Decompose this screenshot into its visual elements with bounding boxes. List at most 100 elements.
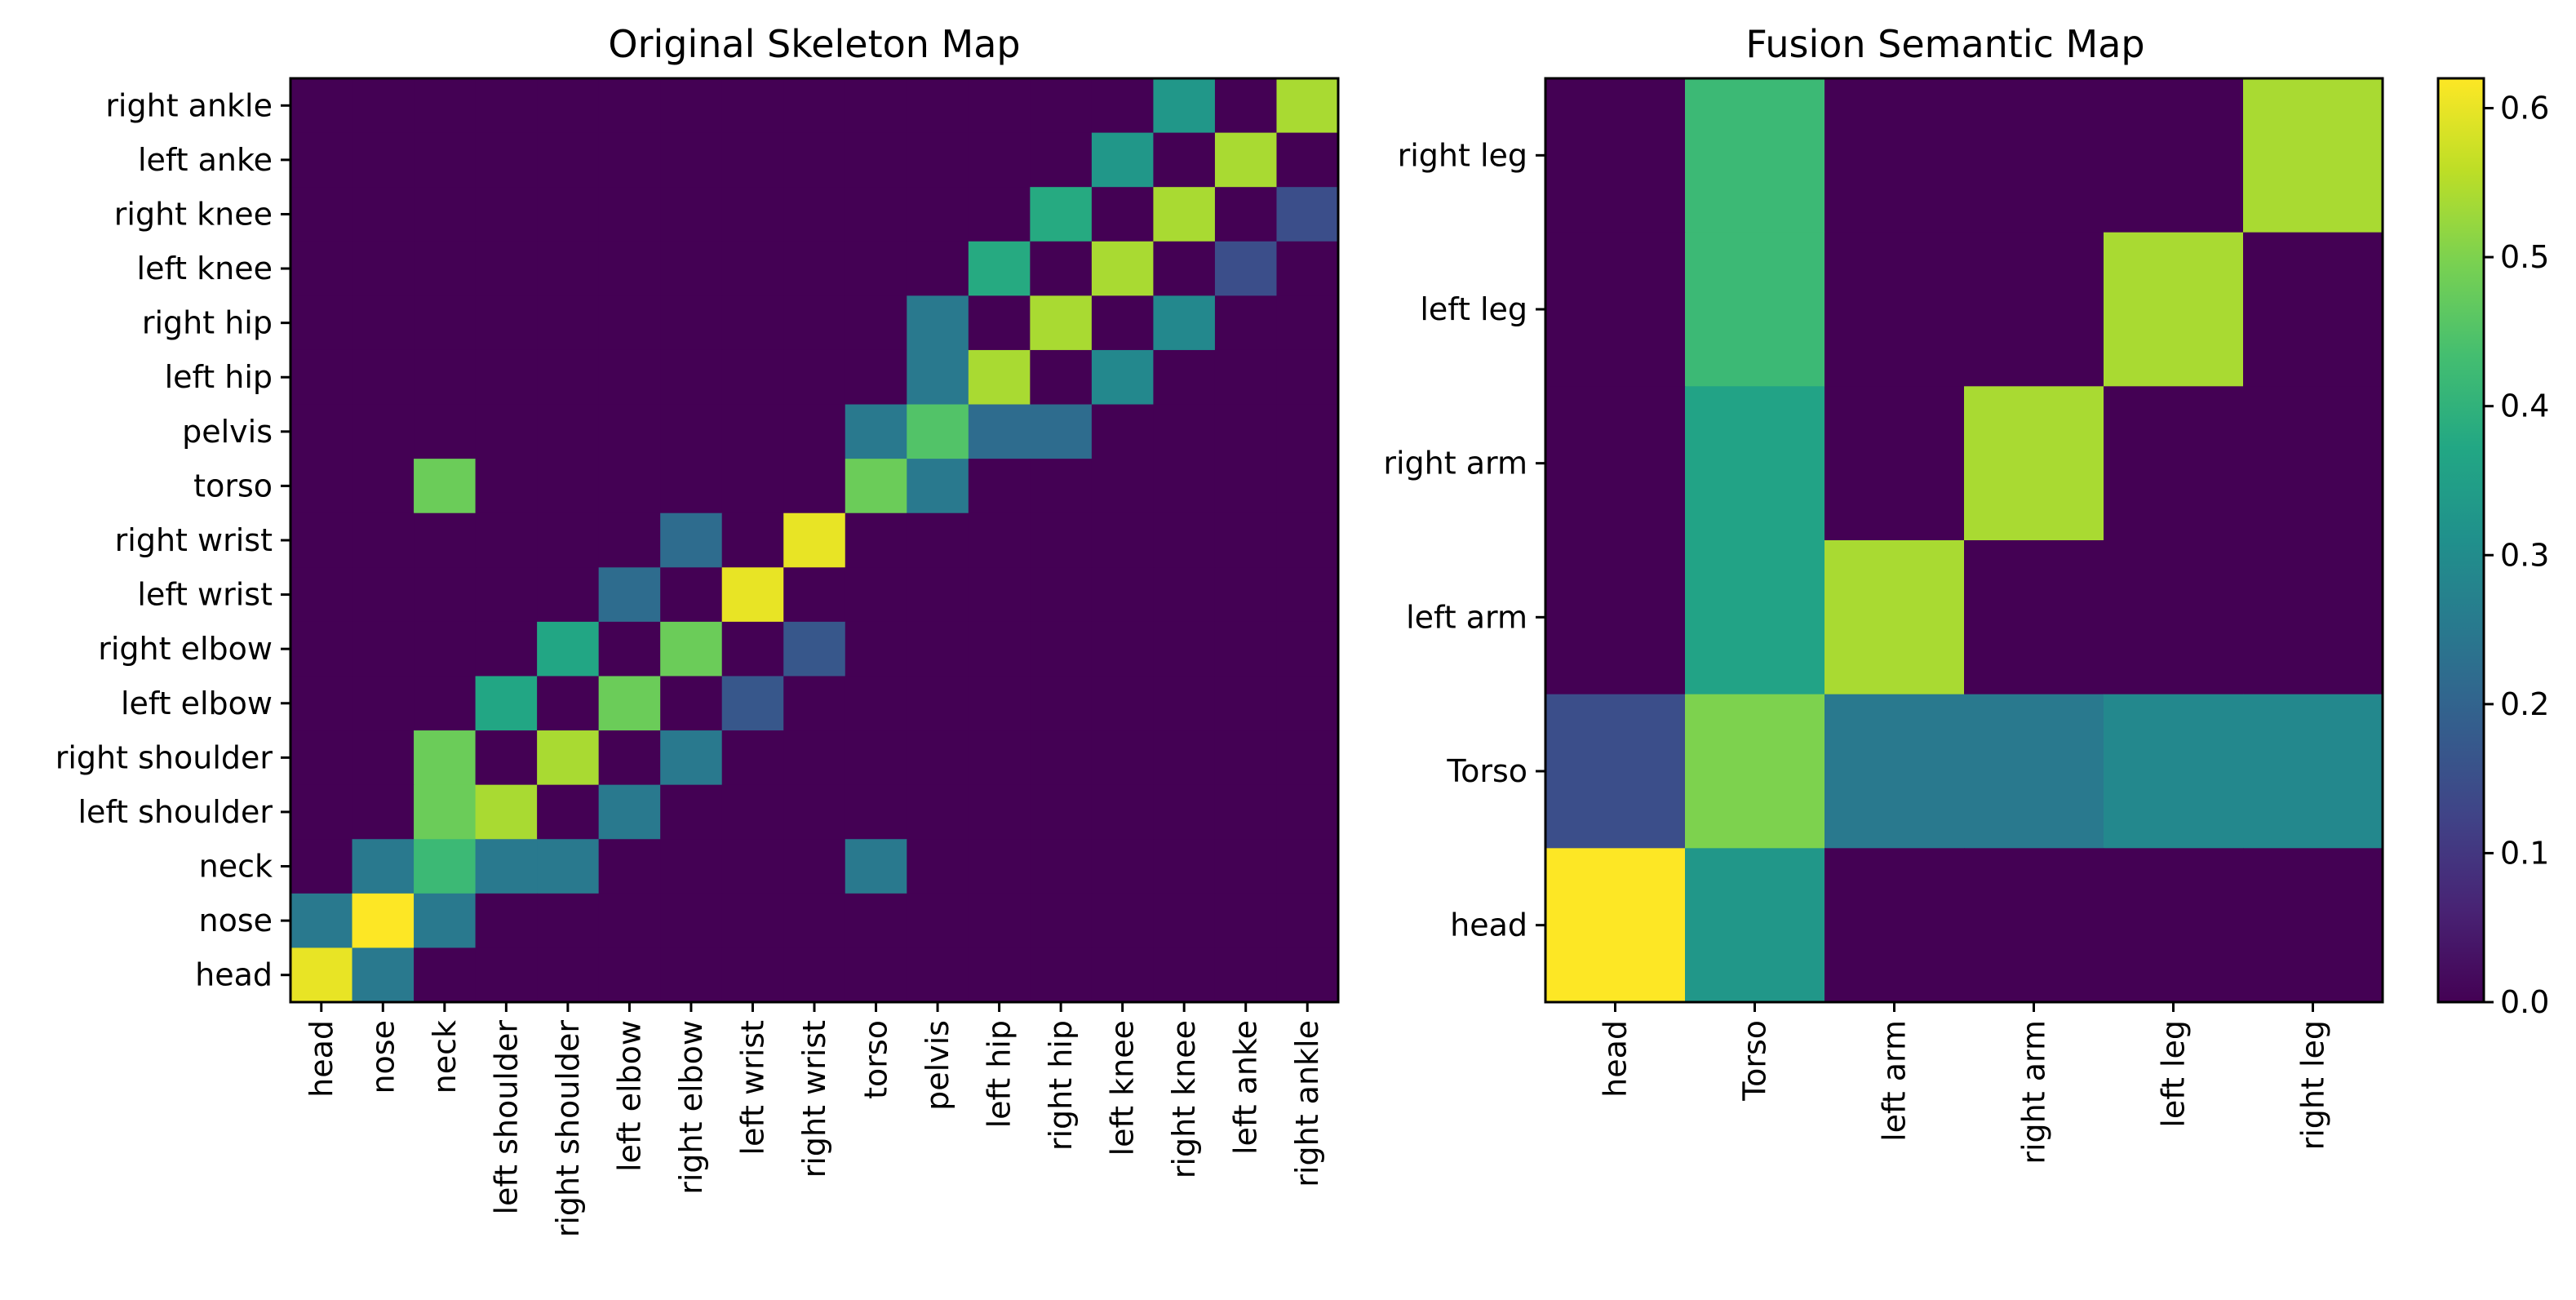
skeleton-cell	[1091, 567, 1155, 623]
skeleton-cell	[352, 187, 415, 242]
skeleton-cell	[537, 784, 600, 840]
skeleton-cell	[783, 349, 846, 406]
skeleton-cell	[290, 241, 353, 296]
fusion-cell	[1824, 232, 1965, 387]
skeleton-cell	[845, 295, 907, 351]
skeleton-cell	[537, 512, 600, 568]
fusion-cell	[2243, 386, 2383, 541]
skeleton-cell	[1276, 78, 1339, 134]
skeleton-cell	[475, 295, 538, 351]
skeleton-cell	[290, 512, 353, 568]
skeleton-cell	[537, 947, 600, 1003]
fusion-cell	[1545, 78, 1686, 233]
skeleton-cell	[783, 187, 846, 242]
skeleton-cell	[475, 839, 538, 894]
skeleton-cell	[598, 241, 661, 296]
skeleton-cell	[598, 567, 661, 623]
skeleton-cell	[721, 947, 784, 1003]
skeleton-cell	[1276, 621, 1339, 677]
skeleton-cell	[1030, 730, 1093, 786]
skeleton-cell	[660, 132, 723, 188]
skeleton-cell	[660, 187, 723, 242]
skeleton-cell	[1030, 893, 1093, 949]
skeleton-cell	[1030, 78, 1093, 134]
skeleton-cell	[537, 132, 600, 188]
skeleton-cell	[1214, 295, 1278, 351]
skeleton-cell	[1214, 404, 1278, 459]
skeleton-cell	[721, 730, 784, 786]
skeleton-cell	[1214, 730, 1278, 786]
skeleton-cell	[907, 295, 969, 351]
skeleton-cell	[845, 567, 907, 623]
skeleton-cell	[1153, 295, 1216, 351]
skeleton-cell	[1153, 621, 1216, 677]
skeleton-cell	[968, 839, 1031, 894]
skeleton-cell	[1091, 512, 1155, 568]
skeleton-x-tick-label: head	[304, 1020, 339, 1098]
skeleton-cell	[721, 295, 784, 351]
skeleton-cell	[290, 730, 353, 786]
skeleton-cell	[1030, 187, 1093, 242]
fusion-cell	[1685, 232, 1825, 387]
fusion-cell	[1824, 78, 1965, 233]
skeleton-x-tick-label: pelvis	[920, 1020, 955, 1111]
skeleton-cell	[414, 187, 477, 242]
skeleton-cell	[290, 78, 353, 134]
skeleton-cell	[1091, 295, 1155, 351]
skeleton-cell	[968, 459, 1031, 514]
skeleton-cell	[352, 459, 415, 514]
skeleton-cell	[414, 893, 477, 949]
skeleton-cell	[352, 839, 415, 894]
fusion-cell	[2243, 848, 2383, 1003]
skeleton-cell	[660, 404, 723, 459]
skeleton-x-tick-label: torso	[858, 1020, 894, 1099]
colorbar: 0.0 0.1 0.2 0.3 0.4 0.5 0.6	[2436, 77, 2549, 1020]
skeleton-cell	[721, 349, 784, 406]
skeleton-cell	[845, 893, 907, 949]
fusion-y-tick-label: head	[1450, 907, 1527, 943]
skeleton-cell	[475, 730, 538, 786]
skeleton-x-tick-label: right knee	[1166, 1020, 1202, 1178]
fusion-x-ticks: head Torso left arm right arm left leg right …	[1598, 1002, 2331, 1165]
skeleton-x-ticks: head nose neck left shoulder right shoulder l…	[304, 1002, 1325, 1237]
skeleton-cell	[907, 730, 969, 786]
skeleton-cell	[845, 404, 907, 459]
skeleton-cell	[968, 404, 1031, 459]
skeleton-cell	[414, 295, 477, 351]
skeleton-cell	[968, 132, 1031, 188]
skeleton-cell	[968, 730, 1031, 786]
skeleton-cell	[414, 78, 477, 134]
skeleton-cell	[414, 404, 477, 459]
skeleton-cell	[907, 132, 969, 188]
skeleton-cell	[1091, 621, 1155, 677]
skeleton-cell	[475, 567, 538, 623]
skeleton-cell	[783, 459, 846, 514]
skeleton-cell	[1214, 349, 1278, 406]
skeleton-cell	[537, 621, 600, 677]
skeleton-cell	[1153, 567, 1216, 623]
fusion-x-tick-label: right arm	[2016, 1020, 2052, 1165]
skeleton-cell	[721, 404, 784, 459]
skeleton-cell	[907, 893, 969, 949]
skeleton-cell	[907, 404, 969, 459]
fusion-cell	[2104, 540, 2244, 695]
skeleton-cell	[968, 567, 1031, 623]
skeleton-cell	[598, 676, 661, 731]
skeleton-cell	[721, 621, 784, 677]
skeleton-cell	[783, 404, 846, 459]
fusion-cell	[2104, 78, 2244, 233]
skeleton-cell	[1091, 404, 1155, 459]
skeleton-cell	[1214, 241, 1278, 296]
skeleton-cell	[1276, 839, 1339, 894]
skeleton-cell	[290, 295, 353, 351]
skeleton-cell	[721, 839, 784, 894]
skeleton-cell	[721, 676, 784, 731]
skeleton-cell	[1091, 839, 1155, 894]
skeleton-cell	[475, 404, 538, 459]
fusion-cell	[2243, 78, 2383, 233]
skeleton-cell	[475, 78, 538, 134]
skeleton-cell	[721, 78, 784, 134]
skeleton-cell	[721, 132, 784, 188]
skeleton-x-tick-label: right hip	[1043, 1020, 1079, 1151]
fusion-map-title: Fusion Semantic Map	[1745, 22, 2144, 66]
